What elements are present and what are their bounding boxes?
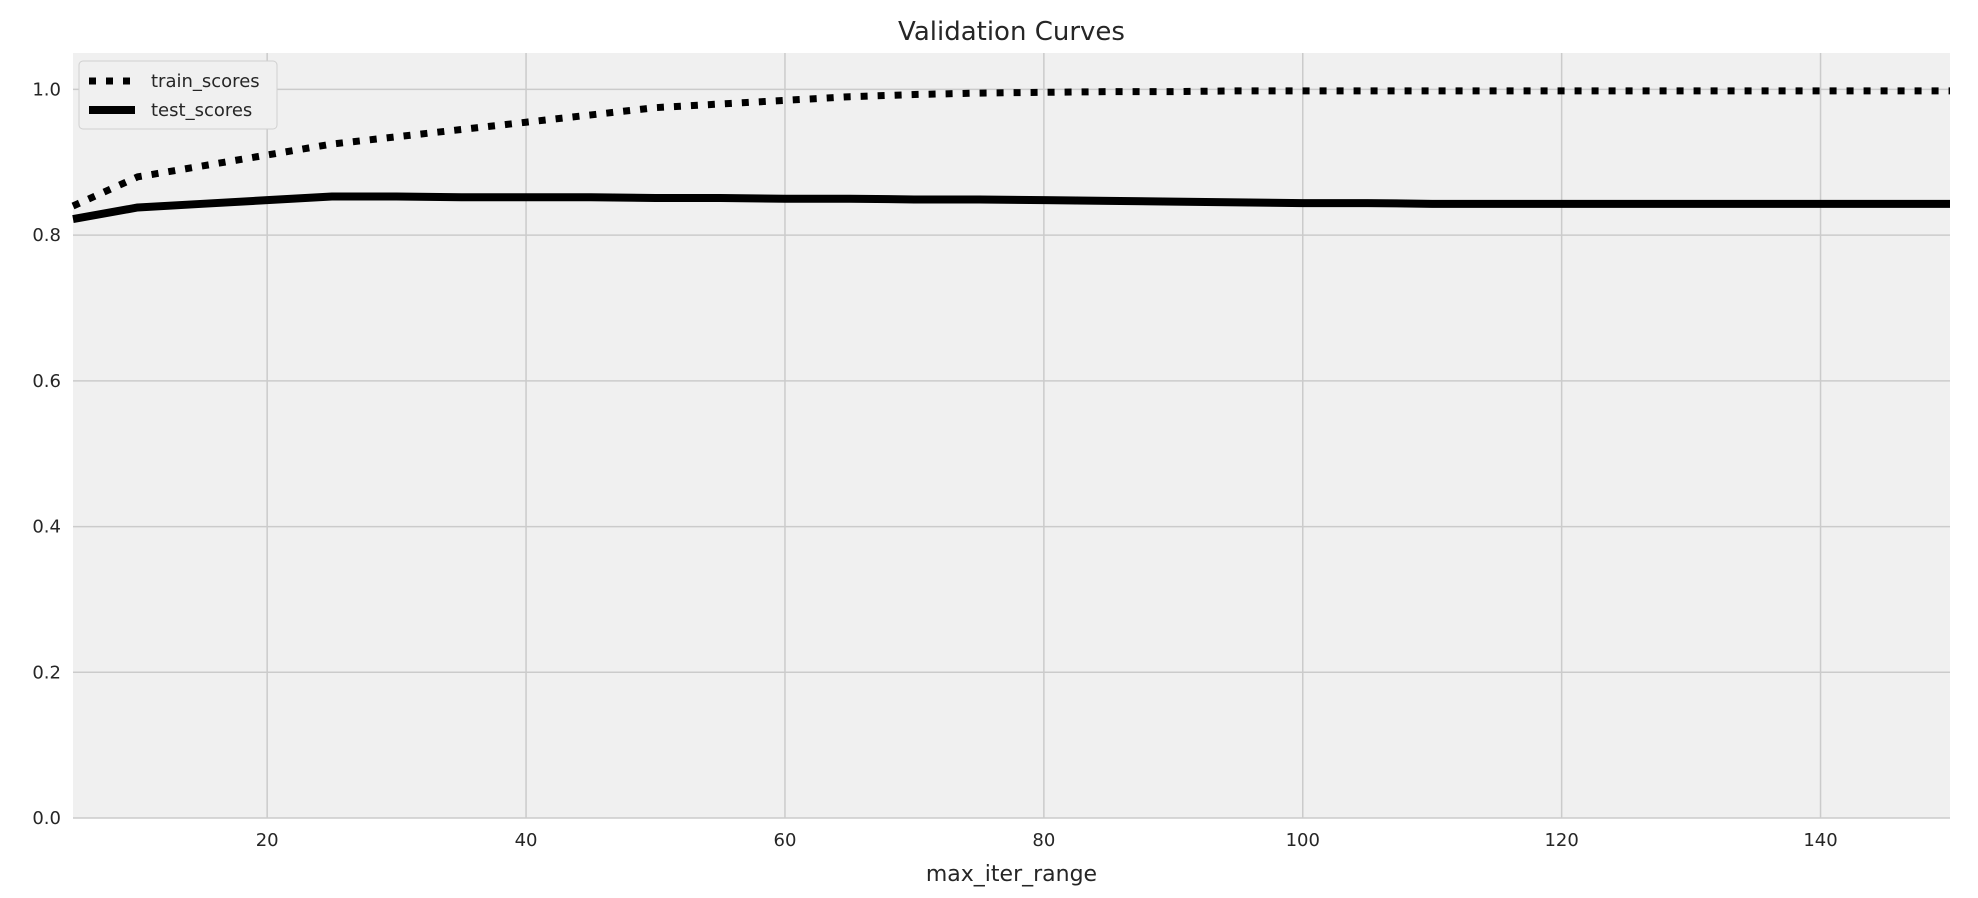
legend: train_scores test_scores [78, 60, 278, 130]
x-tick-label: 100 [1286, 830, 1320, 851]
x-tick-label: 140 [1803, 830, 1837, 851]
x-tick-label: 60 [774, 830, 797, 851]
x-tick-label: 80 [1032, 830, 1055, 851]
x-tick-label: 120 [1544, 830, 1578, 851]
series-line-test-scores [72, 192, 1950, 224]
y-tick-label: 0.0 [32, 808, 61, 829]
y-tick-label: 0.4 [32, 517, 61, 538]
chart-title: Validation Curves [898, 17, 1125, 47]
x-tick-label: 20 [256, 830, 279, 851]
plot-area [73, 53, 1950, 818]
x-tick-label: 40 [515, 830, 538, 851]
y-tick-label: 1.0 [32, 79, 61, 100]
tick-labels: 20 40 60 80 100 120 140 0.0 0.2 0.4 0.6 0.8 1.0 [32, 79, 1837, 851]
legend-label-train-scores: train_scores [151, 71, 260, 92]
x-axis-label: max_iter_range [926, 862, 1097, 887]
y-tick-label: 0.2 [32, 662, 61, 683]
legend-label-test-scores: test_scores [151, 100, 252, 121]
series-lines [71, 87, 1950, 224]
grid-lines [73, 53, 1950, 819]
y-tick-label: 0.8 [32, 225, 61, 246]
y-tick-label: 0.6 [32, 371, 61, 392]
